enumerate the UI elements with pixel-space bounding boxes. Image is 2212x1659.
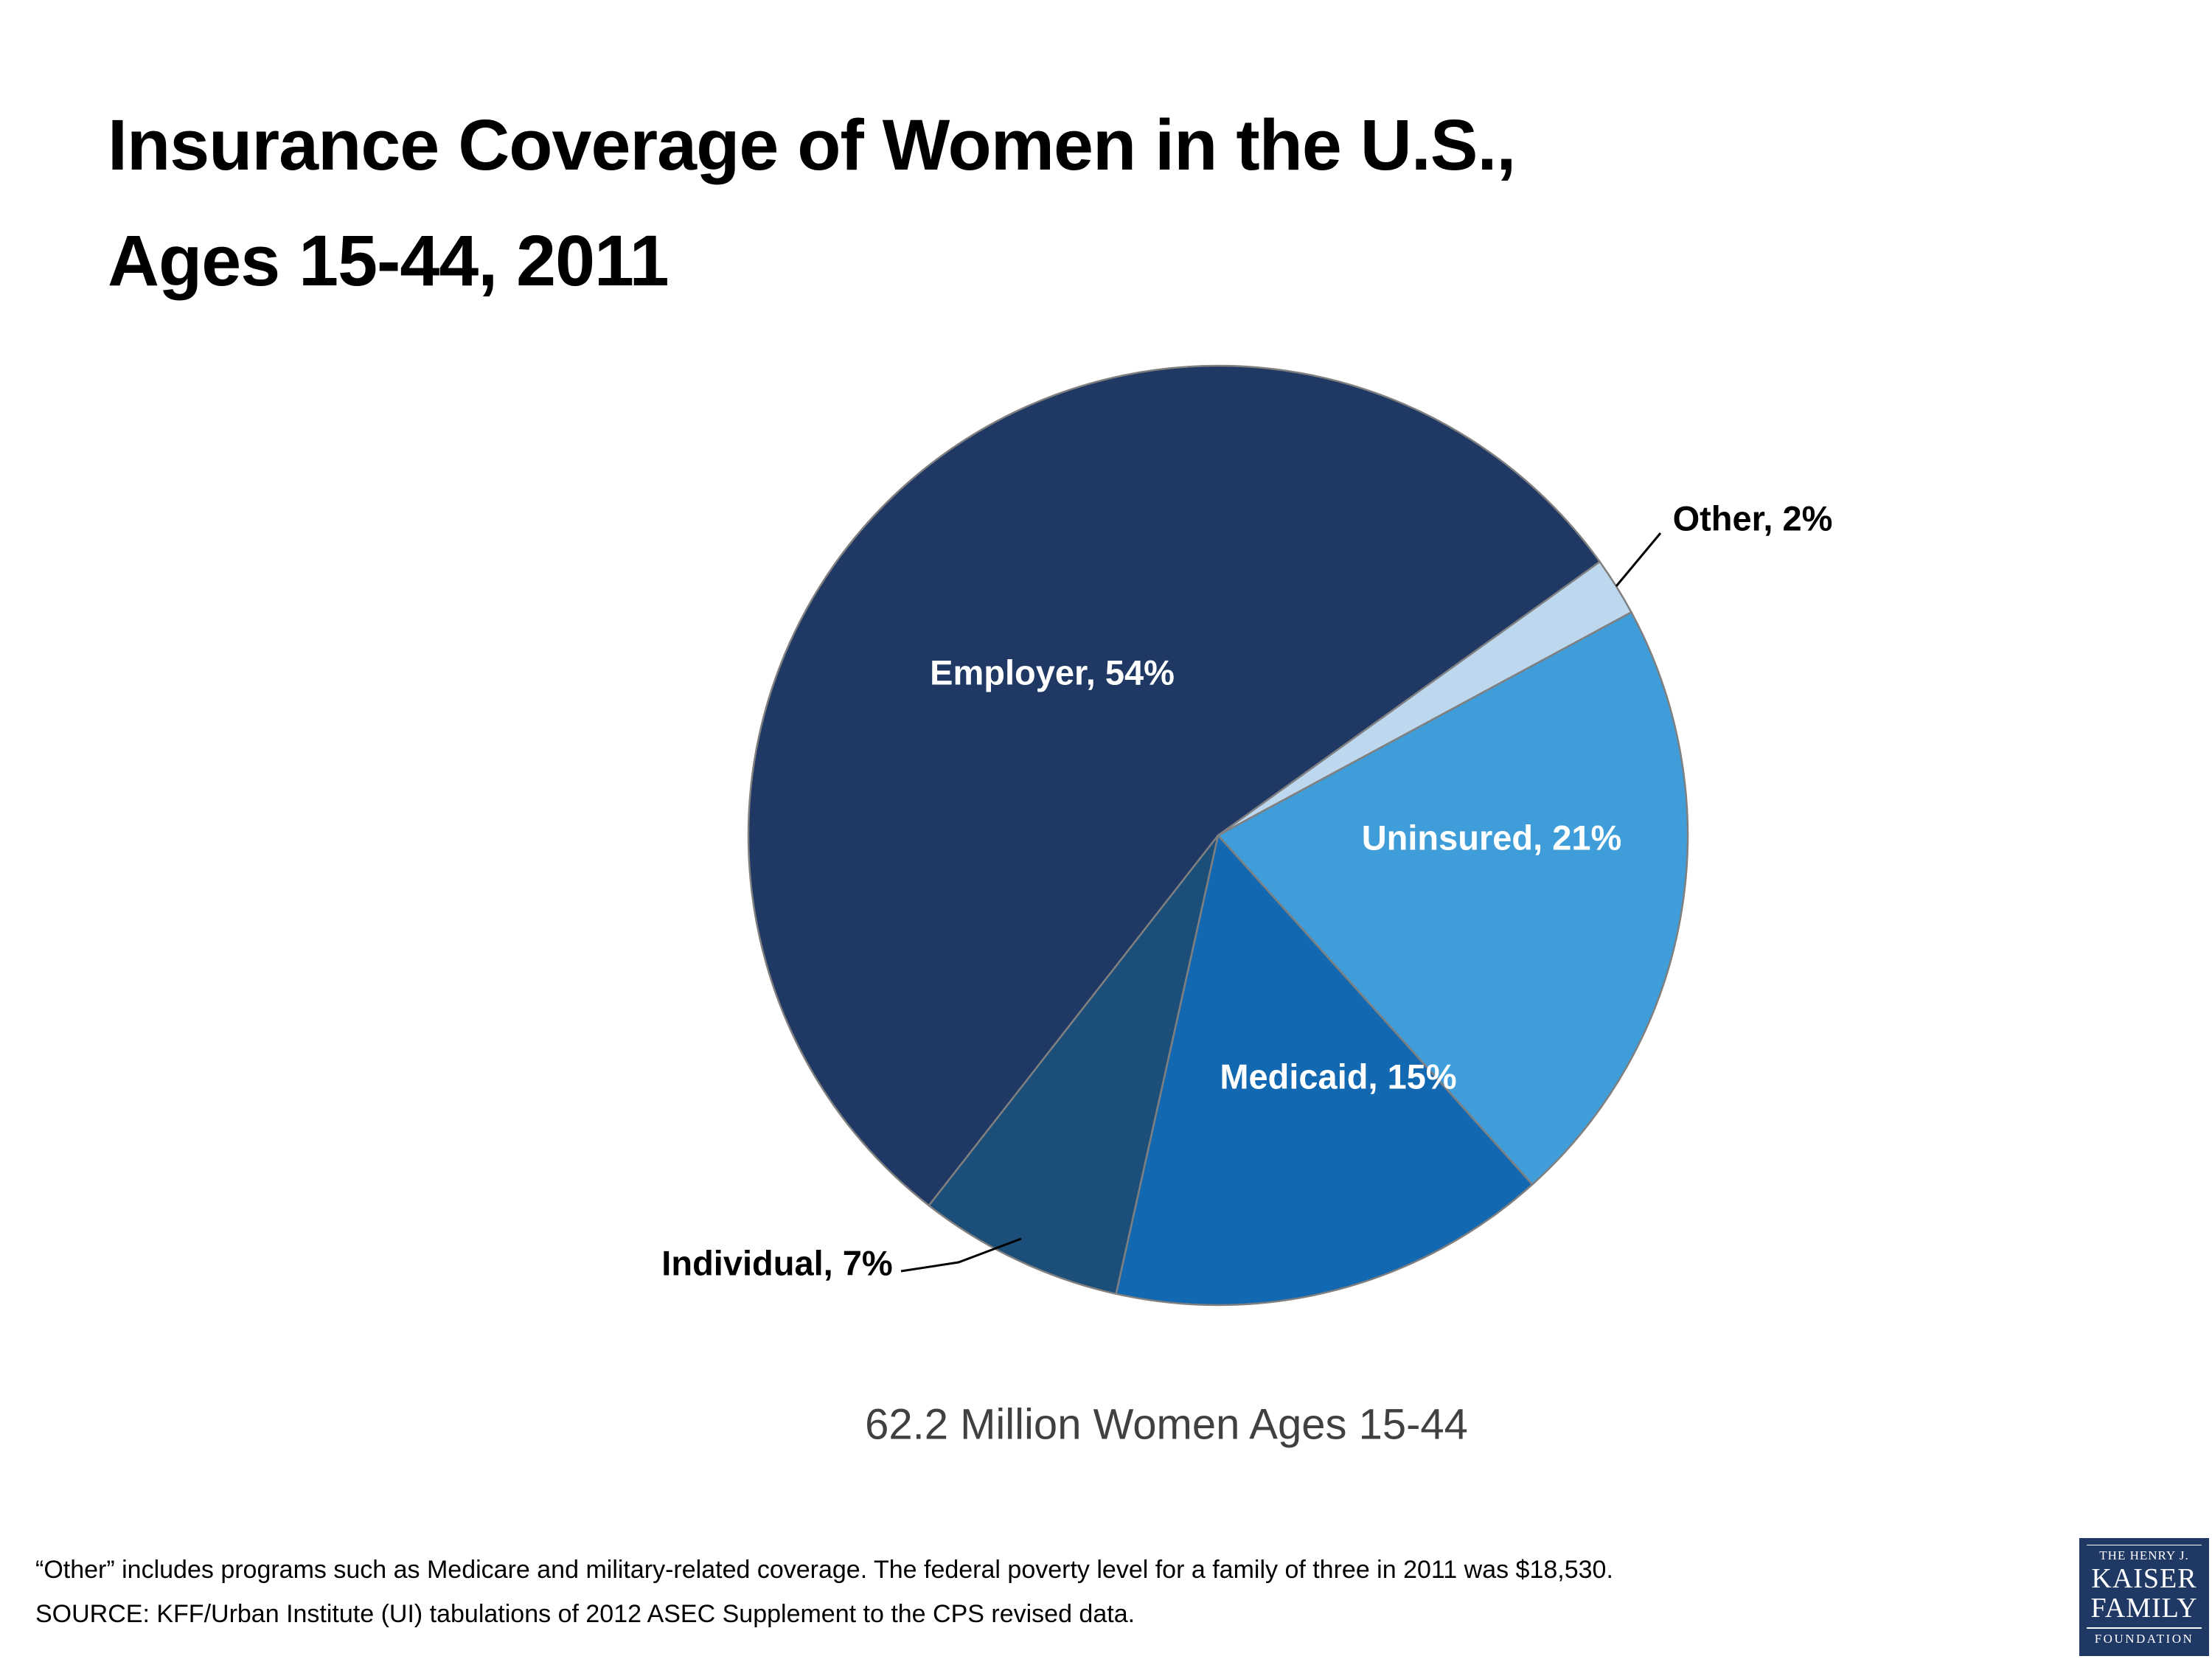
slice-label-medicaid: Medicaid, 15%	[1220, 1057, 1457, 1096]
leader-line-individual	[900, 1237, 1022, 1273]
leader-line-other	[1615, 532, 1662, 587]
pie-slice-uninsured	[1217, 611, 1689, 1186]
logo-divider	[2087, 1627, 2202, 1629]
slice-label-uninsured: Uninsured, 21%	[1361, 818, 1622, 858]
slice-label-employer: Employer, 54%	[930, 653, 1175, 692]
logo-text-kaiser: KAISER	[2091, 1563, 2197, 1594]
title-line-2: Ages 15-44, 2011	[108, 220, 669, 302]
pie-slices-group	[747, 364, 1689, 1307]
pie-slice-medicaid	[1115, 834, 1534, 1307]
page-title: Insurance Coverage of Women in the U.S.,…	[108, 87, 1516, 319]
footnote-line-2: SOURCE: KFF/Urban Institute (UI) tabulat…	[35, 1599, 1135, 1628]
logo-text-foundation: FOUNDATION	[2094, 1631, 2194, 1646]
pie-slice-employer	[747, 364, 1601, 1207]
chart-subtitle: 62.2 Million Women Ages 15-44	[865, 1400, 1468, 1449]
pie-slice-individual	[928, 834, 1220, 1295]
slice-label-other: Other, 2%	[1672, 498, 1833, 538]
footnote-line-1: “Other” includes programs such as Medica…	[35, 1556, 1613, 1584]
logo-text-henry-j: THE HENRY J.	[2087, 1545, 2202, 1563]
kff-logo: THE HENRY J. KAISER FAMILY FOUNDATION	[2079, 1538, 2209, 1656]
title-line-1: Insurance Coverage of Women in the U.S.,	[108, 105, 1516, 185]
footnote: “Other” includes programs such as Medica…	[35, 1548, 1613, 1636]
slice-label-individual: Individual, 7%	[661, 1243, 893, 1283]
logo-text-family: FAMILY	[2090, 1592, 2198, 1624]
